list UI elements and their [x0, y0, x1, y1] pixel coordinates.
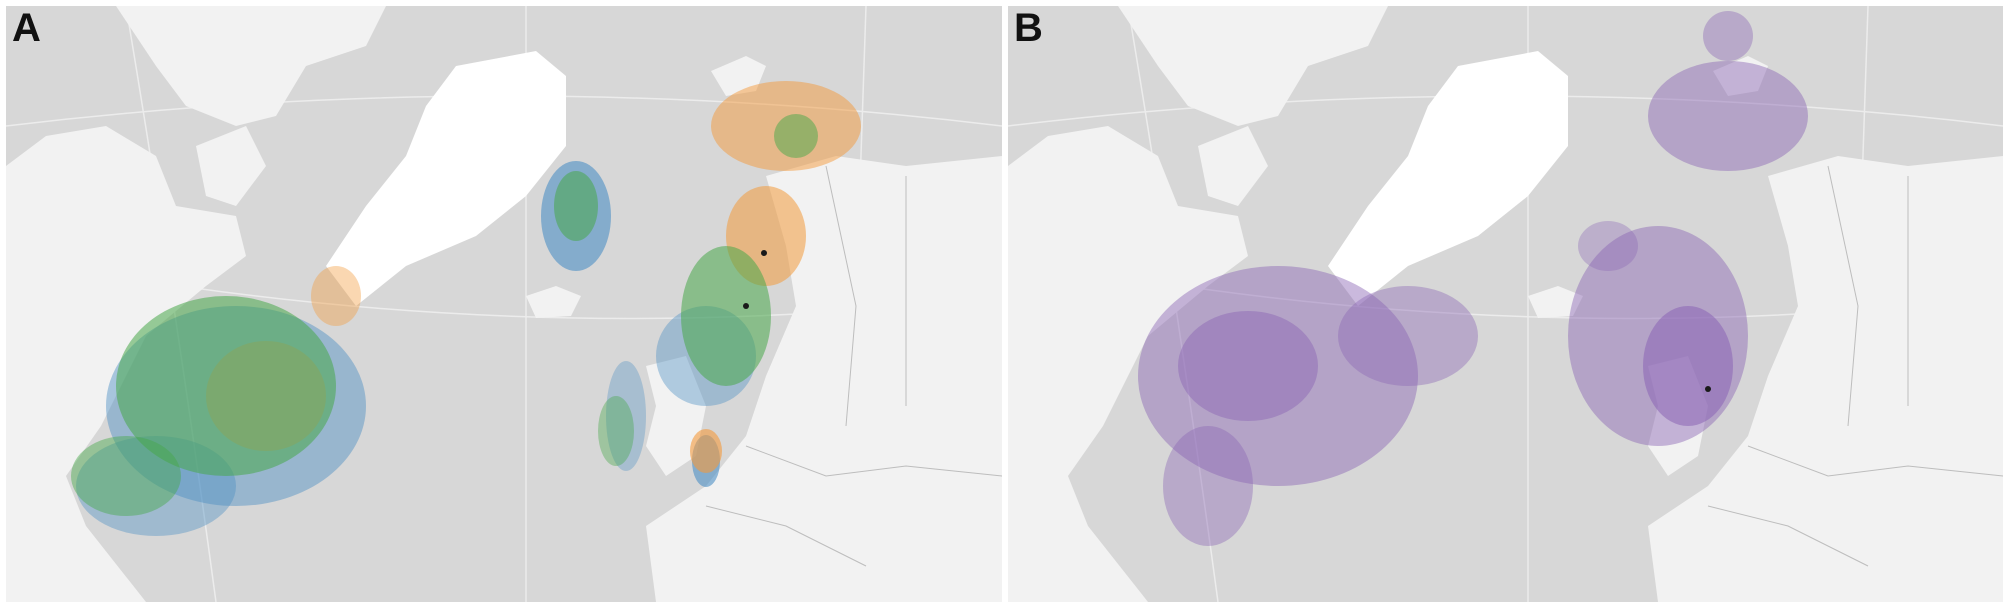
- scandinavia-land: [1648, 156, 2003, 602]
- purple-blob: [1138, 266, 1418, 486]
- panel-label-a: A: [12, 6, 41, 50]
- green-blob: [116, 296, 336, 476]
- orange-blob: [311, 266, 361, 326]
- purple-blob: [1338, 286, 1478, 386]
- north-america-land: [1008, 126, 1248, 602]
- location-marker: [743, 303, 749, 309]
- map-canvas-a: [6, 6, 1002, 602]
- land: [1008, 6, 2003, 602]
- location-marker: [1705, 386, 1711, 392]
- arctic-islands: [196, 126, 266, 206]
- greenland-ice: [1328, 51, 1568, 306]
- orange-blob: [690, 429, 722, 473]
- purple-blob: [1643, 306, 1733, 426]
- iceland: [526, 286, 581, 318]
- purple-blob: [1648, 61, 1808, 171]
- scandinavia-land: [646, 156, 1002, 602]
- purple-blob: [1178, 311, 1318, 421]
- blue-blob: [606, 361, 646, 471]
- panel-label-b: B: [1014, 6, 1043, 50]
- purple-blob: [1578, 221, 1638, 271]
- map-canvas-b: [1008, 6, 2003, 602]
- canadian-arctic-land: [116, 6, 386, 126]
- greenland-ice: [326, 51, 566, 306]
- location-marker: [761, 250, 767, 256]
- land: [6, 6, 1002, 602]
- density-layer-green: [71, 114, 818, 516]
- green-blob: [774, 114, 818, 158]
- green-blob: [681, 246, 771, 386]
- purple-blob: [1703, 11, 1753, 61]
- arctic-islands: [1198, 126, 1268, 206]
- svalbard: [1713, 56, 1768, 96]
- canadian-arctic-land: [1118, 6, 1388, 126]
- green-blob: [554, 171, 598, 241]
- green-blob: [598, 396, 634, 466]
- density-layer-purple: [1138, 11, 1808, 546]
- iceland: [1528, 286, 1583, 318]
- map-panel-b: B: [1008, 6, 2003, 602]
- green-blob: [71, 436, 181, 516]
- map-panel-a: A: [6, 6, 1002, 602]
- country-borders: [1707, 165, 2003, 567]
- purple-blob: [1163, 426, 1253, 546]
- country-borders: [705, 165, 1002, 567]
